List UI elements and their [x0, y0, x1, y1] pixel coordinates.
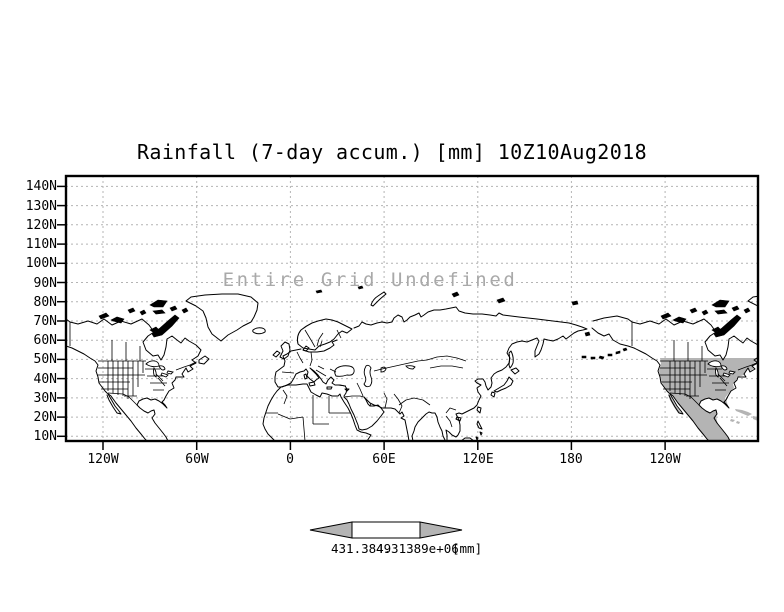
colorbar-right-arrow — [419, 521, 463, 539]
map-frame — [57, 174, 760, 450]
lat-tick-label: 20N — [33, 410, 57, 425]
lat-tick-label: 60N — [33, 333, 57, 348]
lat-tick-label: 40N — [33, 372, 57, 387]
lon-tick-label: 120E — [462, 452, 494, 467]
lon-tick-label: 120W — [87, 452, 119, 467]
colorbar-left-value: 431.3849 — [331, 541, 392, 556]
lat-tick-label: 110N — [25, 237, 57, 252]
lat-tick-label: 30N — [33, 391, 57, 406]
lat-tick-label: 80N — [33, 295, 57, 310]
colorbar-box — [351, 521, 421, 539]
lat-tick-label: 120N — [25, 218, 57, 233]
lon-tick-label: 180 — [559, 452, 583, 467]
lat-tick-label: 10N — [33, 429, 57, 444]
lat-tick-label: 50N — [33, 352, 57, 367]
lat-tick-label: 70N — [33, 314, 57, 329]
lon-tick-label: 0 — [286, 452, 294, 467]
colorbar-right-value: 4.31389e+06 — [376, 541, 459, 556]
lon-tick-label: 60W — [185, 452, 209, 467]
undefined-grid-annotation: Entire Grid Undefined — [222, 269, 518, 291]
colorbar-units: [mm] — [452, 541, 483, 556]
lat-tick-label: 90N — [33, 276, 57, 291]
lon-tick-label: 120W — [649, 452, 681, 467]
lon-tick-label: 60E — [372, 452, 396, 467]
lat-tick-label: 130N — [25, 199, 57, 214]
grid-lines — [66, 176, 758, 441]
colorbar — [309, 521, 463, 539]
shaded-region — [659, 358, 758, 441]
plot-title: Rainfall (7-day accum.) [mm] 10Z10Aug201… — [136, 140, 648, 164]
colorbar-left-arrow — [309, 521, 353, 539]
lat-tick-label: 100N — [25, 256, 57, 271]
lat-tick-label: 140N — [25, 179, 57, 194]
